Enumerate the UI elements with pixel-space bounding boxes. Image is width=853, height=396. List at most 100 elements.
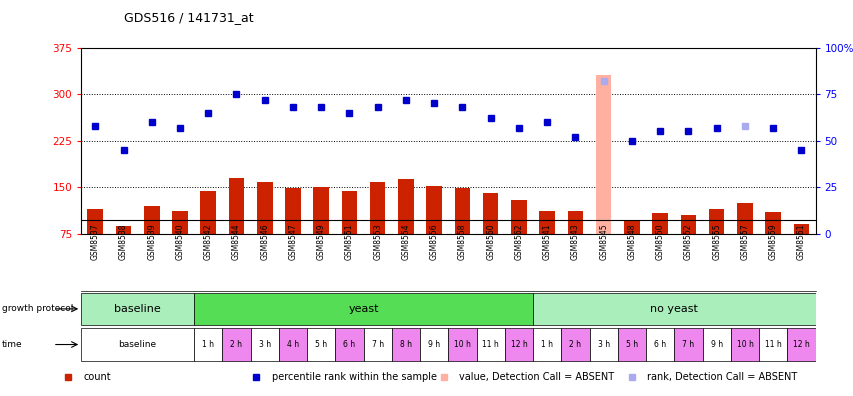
Text: baseline: baseline	[114, 304, 161, 314]
Bar	[222, 329, 250, 360]
Bar	[87, 209, 103, 234]
Bar	[420, 329, 448, 360]
Text: GSM8553: GSM8553	[373, 223, 382, 260]
Text: 11 h: 11 h	[482, 340, 498, 349]
Bar	[363, 329, 392, 360]
Text: 3 h: 3 h	[258, 340, 270, 349]
Bar	[454, 188, 470, 234]
Bar	[194, 293, 532, 325]
Text: baseline: baseline	[119, 340, 156, 349]
Text: GSM8554: GSM8554	[401, 223, 410, 260]
Bar	[532, 329, 560, 360]
Bar	[426, 186, 442, 234]
Text: 1 h: 1 h	[202, 340, 214, 349]
Text: 9 h: 9 h	[427, 340, 440, 349]
Text: no yeast: no yeast	[650, 304, 698, 314]
Text: GSM8548: GSM8548	[627, 223, 635, 260]
Text: count: count	[84, 373, 111, 383]
Bar	[172, 211, 188, 234]
Text: percentile rank within the sample: percentile rank within the sample	[271, 373, 436, 383]
Text: 11 h: 11 h	[764, 340, 780, 349]
Text: 2 h: 2 h	[569, 340, 581, 349]
Text: GSM8551: GSM8551	[345, 223, 354, 260]
Text: value, Detection Call = ABSENT: value, Detection Call = ABSENT	[459, 373, 614, 383]
Bar	[335, 329, 363, 360]
Text: GSM8552: GSM8552	[683, 223, 692, 260]
Bar	[764, 212, 780, 234]
Bar	[539, 211, 554, 234]
Text: GSM8539: GSM8539	[147, 223, 156, 260]
Text: 6 h: 6 h	[343, 340, 355, 349]
Bar	[81, 293, 194, 325]
Bar	[617, 329, 646, 360]
Bar	[448, 329, 476, 360]
Bar	[589, 329, 617, 360]
Text: GSM8547: GSM8547	[288, 223, 297, 260]
Text: GSM8557: GSM8557	[740, 223, 749, 260]
Bar	[560, 329, 589, 360]
Text: yeast: yeast	[348, 304, 379, 314]
Text: 7 h: 7 h	[371, 340, 383, 349]
Bar	[595, 75, 611, 234]
Bar	[307, 329, 335, 360]
Bar	[652, 213, 667, 234]
Text: GDS516 / 141731_at: GDS516 / 141731_at	[124, 11, 253, 24]
Text: 8 h: 8 h	[399, 340, 411, 349]
Bar	[758, 329, 786, 360]
Bar	[730, 329, 758, 360]
Text: GSM8549: GSM8549	[316, 223, 325, 260]
Text: GSM8561: GSM8561	[796, 223, 805, 260]
Bar	[200, 191, 216, 234]
Text: GSM8560: GSM8560	[485, 223, 495, 260]
Bar	[646, 329, 674, 360]
Bar	[708, 209, 723, 234]
Bar	[483, 193, 498, 234]
Text: GSM8542: GSM8542	[204, 223, 212, 260]
Text: 5 h: 5 h	[625, 340, 637, 349]
Text: 3 h: 3 h	[597, 340, 609, 349]
Bar	[279, 329, 307, 360]
Text: 1 h: 1 h	[541, 340, 553, 349]
Bar	[702, 329, 730, 360]
Text: GSM8543: GSM8543	[571, 223, 579, 260]
Bar	[397, 179, 413, 234]
Bar	[567, 211, 583, 234]
Bar	[476, 329, 504, 360]
Bar	[257, 182, 272, 234]
Text: 9 h: 9 h	[710, 340, 722, 349]
Text: GSM8562: GSM8562	[514, 223, 523, 260]
Text: GSM8537: GSM8537	[90, 223, 100, 260]
Text: GSM8544: GSM8544	[232, 223, 241, 260]
Bar	[369, 182, 385, 234]
Bar	[116, 226, 131, 234]
Bar	[250, 329, 279, 360]
Text: time: time	[2, 340, 22, 349]
Text: 6 h: 6 h	[653, 340, 665, 349]
Bar	[194, 329, 222, 360]
Bar	[392, 329, 420, 360]
Text: GSM8550: GSM8550	[655, 223, 664, 260]
Text: GSM8541: GSM8541	[542, 223, 551, 260]
Bar	[81, 329, 194, 360]
Text: 5 h: 5 h	[315, 340, 327, 349]
Text: growth protocol: growth protocol	[2, 305, 73, 313]
Bar	[229, 178, 244, 234]
Bar	[341, 191, 357, 234]
Text: GSM8546: GSM8546	[260, 223, 269, 260]
Text: GSM8555: GSM8555	[711, 223, 721, 260]
Bar	[144, 206, 160, 234]
Text: 10 h: 10 h	[735, 340, 752, 349]
Bar	[532, 293, 815, 325]
Text: GSM8558: GSM8558	[457, 223, 467, 260]
Text: 4 h: 4 h	[287, 340, 299, 349]
Bar	[511, 200, 526, 234]
Text: GSM8556: GSM8556	[429, 223, 438, 260]
Bar	[680, 215, 695, 234]
Bar	[786, 329, 815, 360]
Bar	[736, 203, 751, 234]
Text: GSM8559: GSM8559	[768, 223, 777, 260]
Bar	[285, 188, 300, 234]
Text: 2 h: 2 h	[230, 340, 242, 349]
Bar	[313, 187, 328, 234]
Text: GSM8545: GSM8545	[599, 223, 607, 260]
